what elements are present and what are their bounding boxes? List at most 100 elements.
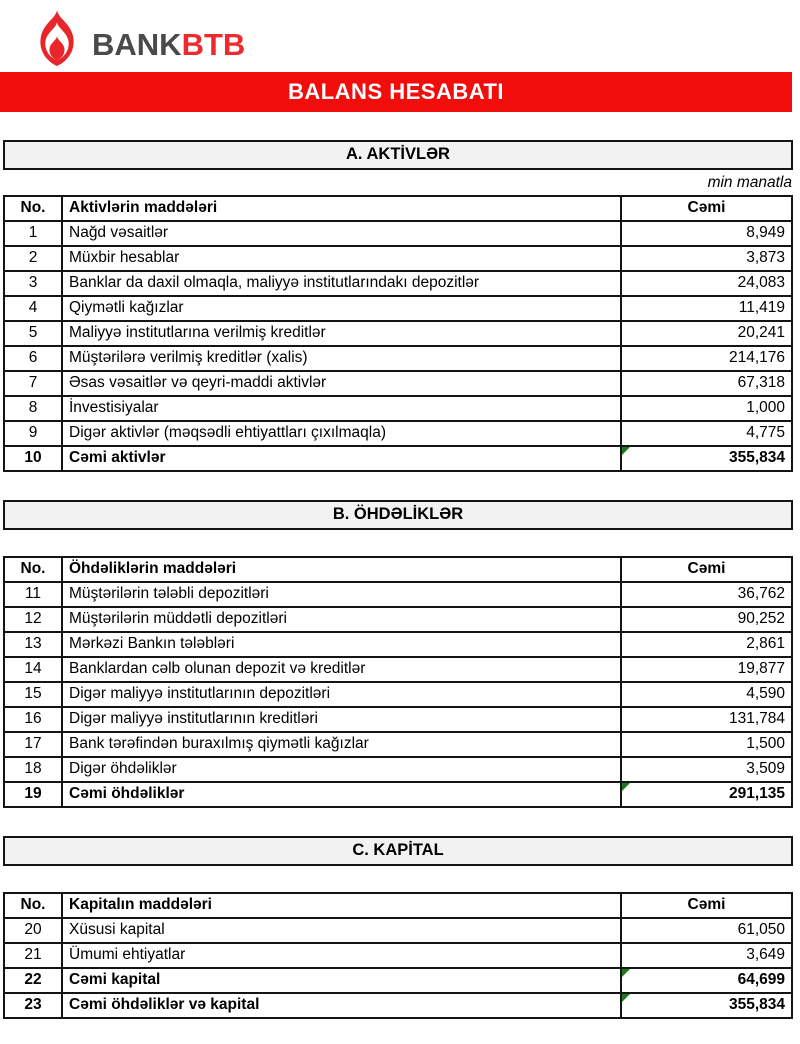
logo-btb-word: BTB bbox=[181, 27, 246, 62]
row-item-label: Digər aktivlər (məqsədli ehtiyattları çı… bbox=[61, 420, 622, 447]
row-item-label: Nağd vəsaitlər bbox=[61, 220, 622, 247]
col-header-no: No. bbox=[3, 195, 63, 222]
row-number: 16 bbox=[3, 706, 63, 733]
table-row: 11 Müştərilərin tələbli depozitləri 36,762 bbox=[3, 581, 793, 608]
table-row: 21 Ümumi ehtiyatlar 3,649 bbox=[3, 942, 793, 969]
row-number: 1 bbox=[3, 220, 63, 247]
row-item-label: Banklar da daxil olmaqla, maliyyə instit… bbox=[61, 270, 622, 297]
row-item-label: Qiymətli kağızlar bbox=[61, 295, 622, 322]
row-number: 18 bbox=[3, 756, 63, 783]
section-kapital: C. KAPİTAL No. Kapitalın maddələri Cəmi 20 Xü… bbox=[3, 836, 793, 1019]
row-value: 24,083 bbox=[620, 270, 793, 297]
row-item-label: İnvestisiyalar bbox=[61, 395, 622, 422]
row-value: 20,241 bbox=[620, 320, 793, 347]
table-row: 5 Maliyyə institutlarına verilmiş kreditl… bbox=[3, 320, 793, 347]
table-row: 1 Nağd vəsaitlər 8,949 bbox=[3, 220, 793, 247]
row-value: 355,834 bbox=[620, 445, 793, 472]
report-title: BALANS HESABATI bbox=[287, 79, 505, 104]
row-item-label: Müxbir hesablar bbox=[61, 245, 622, 272]
col-header-total: Cəmi bbox=[620, 892, 793, 919]
section-title-aktivler: A. AKTİVLƏR bbox=[3, 140, 793, 170]
row-value: 3,509 bbox=[620, 756, 793, 783]
row-item-label: Müştərilərə verilmiş kreditlər (xalis) bbox=[61, 345, 622, 372]
row-number: 9 bbox=[3, 420, 63, 447]
row-number: 13 bbox=[3, 631, 63, 658]
table-header-row: No. Öhdəliklərin maddələri Cəmi bbox=[3, 556, 793, 583]
row-item-label: Mərkəzi Bankın tələbləri bbox=[61, 631, 622, 658]
table-header-row: No. Aktivlərin maddələri Cəmi bbox=[3, 195, 793, 222]
row-number: 8 bbox=[3, 395, 63, 422]
row-item-label: Müştərilərin tələbli depozitləri bbox=[61, 581, 622, 608]
row-number: 21 bbox=[3, 942, 63, 969]
row-item-label: Ümumi ehtiyatlar bbox=[61, 942, 622, 969]
row-item-label: Banklardan cəlb olunan depozit və kredit… bbox=[61, 656, 622, 683]
col-header-items: Öhdəliklərin maddələri bbox=[61, 556, 622, 583]
row-value: 61,050 bbox=[620, 917, 793, 944]
table-row: 18 Digər öhdəliklər 3,509 bbox=[3, 756, 793, 783]
table-row: 7 Əsas vəsaitlər və qeyri-maddi aktivlər 6… bbox=[3, 370, 793, 397]
row-value: 19,877 bbox=[620, 656, 793, 683]
row-value: 90,252 bbox=[620, 606, 793, 633]
row-item-label: Maliyyə institutlarına verilmiş kreditlə… bbox=[61, 320, 622, 347]
row-item-label: Əsas vəsaitlər və qeyri-maddi aktivlər bbox=[61, 370, 622, 397]
row-number: 14 bbox=[3, 656, 63, 683]
formula-corner-marker bbox=[623, 448, 630, 455]
report-body: A. AKTİVLƏR min manatla No. Aktivlərin madd… bbox=[3, 140, 793, 1019]
row-value: 1,500 bbox=[620, 731, 793, 758]
row-value: 131,784 bbox=[620, 706, 793, 733]
bank-logo: BANKBTB bbox=[0, 0, 800, 72]
row-item-label: Cəmi öhdəliklər bbox=[61, 781, 622, 808]
table-row: 12 Müştərilərin müddətli depozitləri 90,25… bbox=[3, 606, 793, 633]
report-title-banner: BALANS HESABATI bbox=[0, 72, 792, 112]
table-row: 8 İnvestisiyalar 1,000 bbox=[3, 395, 793, 422]
row-number: 22 bbox=[3, 967, 63, 994]
col-header-items: Aktivlərin maddələri bbox=[61, 195, 622, 222]
row-item-label: Cəmi aktivlər bbox=[61, 445, 622, 472]
col-header-total: Cəmi bbox=[620, 195, 793, 222]
row-value: 355,834 bbox=[620, 992, 793, 1019]
table-aktivler: No. Aktivlərin maddələri Cəmi 1 Nağd vəsaitl… bbox=[3, 195, 793, 472]
col-header-no: No. bbox=[3, 556, 63, 583]
row-value: 36,762 bbox=[620, 581, 793, 608]
units-note: min manatla bbox=[707, 174, 792, 191]
row-value: 64,699 bbox=[620, 967, 793, 994]
table-row: 20 Xüsusi kapital 61,050 bbox=[3, 917, 793, 944]
section-title-kapital: C. KAPİTAL bbox=[3, 836, 793, 866]
table-row: 10 Cəmi aktivlər 355,834 bbox=[3, 445, 793, 472]
row-value: 2,861 bbox=[620, 631, 793, 658]
row-item-label: Digər maliyyə institutlarının depozitlər… bbox=[61, 681, 622, 708]
section-aktivler: A. AKTİVLƏR min manatla No. Aktivlərin madd… bbox=[3, 140, 793, 472]
table-row: 19 Cəmi öhdəliklər 291,135 bbox=[3, 781, 793, 808]
table-row: 9 Digər aktivlər (məqsədli ehtiyattları ç… bbox=[3, 420, 793, 447]
table-row: 17 Bank tərəfindən buraxılmış qiymətli ka… bbox=[3, 731, 793, 758]
logo-bank-word: BANK bbox=[92, 27, 182, 62]
table-header-row: No. Kapitalın maddələri Cəmi bbox=[3, 892, 793, 919]
row-number: 12 bbox=[3, 606, 63, 633]
row-number: 6 bbox=[3, 345, 63, 372]
section-title-ohdelikler: B. ÖHDƏLİKLƏR bbox=[3, 500, 793, 530]
table-ohdelikler: No. Öhdəliklərin maddələri Cəmi 11 Müştərilə… bbox=[3, 556, 793, 808]
row-number: 10 bbox=[3, 445, 63, 472]
row-number: 19 bbox=[3, 781, 63, 808]
row-number: 15 bbox=[3, 681, 63, 708]
row-value: 291,135 bbox=[620, 781, 793, 808]
table-row: 14 Banklardan cəlb olunan depozit və kred… bbox=[3, 656, 793, 683]
row-value: 214,176 bbox=[620, 345, 793, 372]
table-row: 23 Cəmi öhdəliklər və kapital 355,834 bbox=[3, 992, 793, 1019]
row-value: 4,775 bbox=[620, 420, 793, 447]
row-item-label: Xüsusi kapital bbox=[61, 917, 622, 944]
col-header-no: No. bbox=[3, 892, 63, 919]
row-number: 23 bbox=[3, 992, 63, 1019]
row-item-label: Müştərilərin müddətli depozitləri bbox=[61, 606, 622, 633]
row-value: 3,873 bbox=[620, 245, 793, 272]
bank-logo-text: BANKBTB bbox=[92, 29, 245, 60]
row-value: 67,318 bbox=[620, 370, 793, 397]
row-number: 2 bbox=[3, 245, 63, 272]
table-row: 13 Mərkəzi Bankın tələbləri 2,861 bbox=[3, 631, 793, 658]
table-row: 16 Digər maliyyə institutlarının kreditlə… bbox=[3, 706, 793, 733]
table-row: 6 Müştərilərə verilmiş kreditlər (xalis) 2… bbox=[3, 345, 793, 372]
row-number: 3 bbox=[3, 270, 63, 297]
row-number: 7 bbox=[3, 370, 63, 397]
row-item-label: Cəmi kapital bbox=[61, 967, 622, 994]
formula-corner-marker bbox=[623, 970, 630, 977]
